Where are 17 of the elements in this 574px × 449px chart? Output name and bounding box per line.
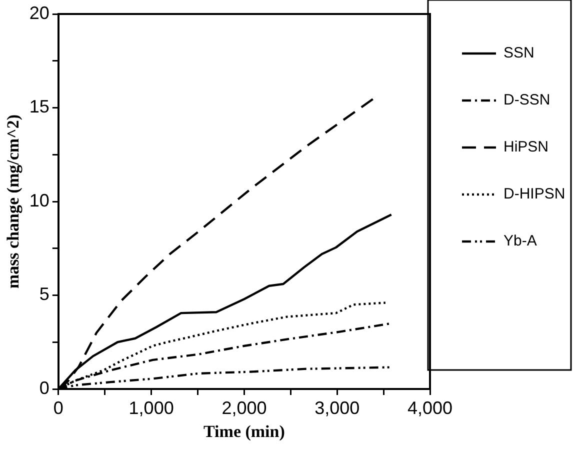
y-tick-label: 0 [39,378,50,398]
legend-label: Yb-A [504,232,537,250]
y-tick-label: 15 [29,96,50,117]
legend-label: HiPSN [504,138,549,156]
x-tick-label: 2,000 [222,398,267,418]
y-tick-label: 5 [39,284,50,304]
x-tick-label: 0 [53,398,64,418]
legend-label: D-HIPSN [504,186,566,203]
y-tick-label: 20 [29,2,50,23]
y-tick-label: 10 [29,190,50,210]
legend-label: SSN [504,44,534,62]
y-axis-title: mass change (mg/cm^2) [4,114,23,289]
x-tick-label: 4,000 [407,398,453,418]
x-tick-label: 1,000 [128,398,174,418]
x-axis-title: Time (min) [204,422,285,442]
legend-label: D-SSN [504,92,550,109]
x-tick-label: 3,000 [314,398,360,418]
